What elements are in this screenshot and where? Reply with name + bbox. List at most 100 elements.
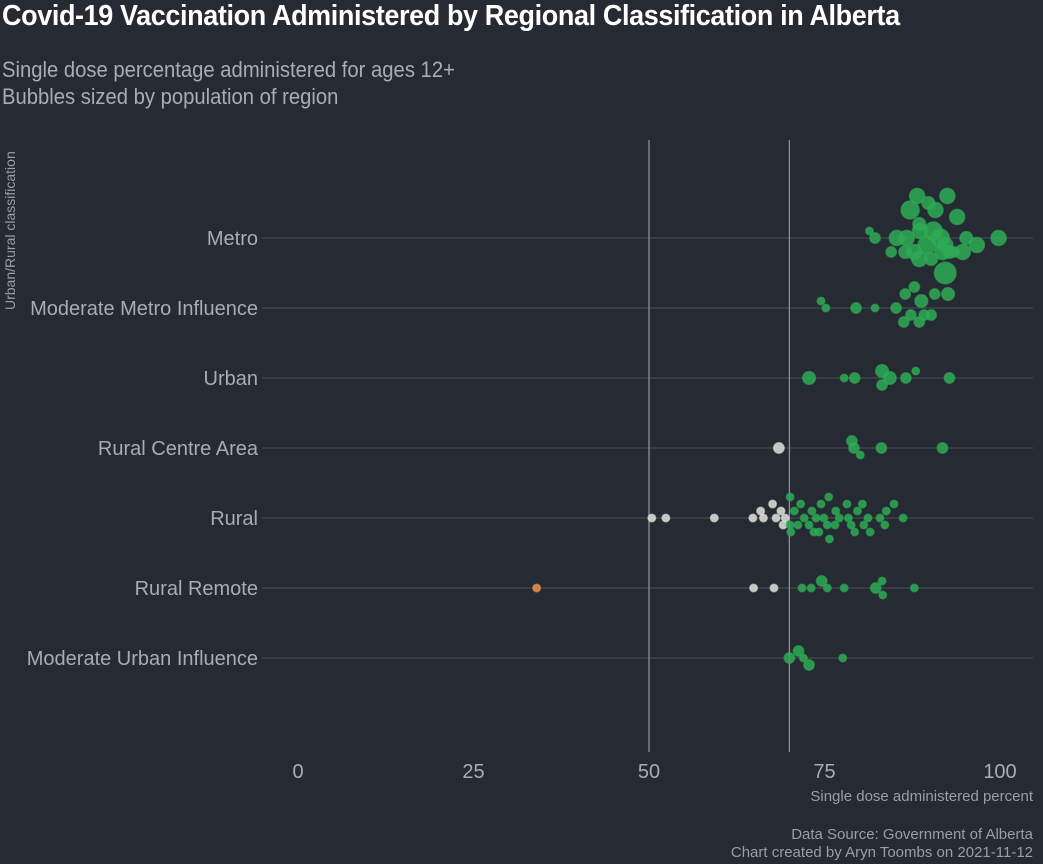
data-point [900, 200, 920, 220]
data-point [889, 499, 899, 509]
data-point [948, 246, 961, 258]
data-point [864, 226, 874, 236]
data-point [875, 513, 885, 523]
x-tick-label: 25 [462, 761, 484, 783]
data-point [846, 520, 856, 530]
data-point [749, 583, 759, 593]
data-point [803, 659, 816, 671]
data-point [811, 513, 821, 523]
caption-credit: Chart created by Aryn Toombs on 2021-11-… [730, 844, 1033, 861]
data-point [870, 303, 880, 313]
data-point [898, 513, 908, 523]
data-point [772, 442, 785, 454]
data-point [809, 527, 819, 537]
data-point [876, 379, 889, 391]
data-point [816, 499, 826, 509]
category-labels: Metro Moderate Metro Influence Urban Rural … [27, 228, 259, 670]
chart-caption: Data Source: Government of Alberta Chart… [731, 826, 1033, 862]
data-point [842, 499, 852, 509]
data-point [909, 583, 919, 593]
x-axis-title: Single dose administered percent [810, 788, 1033, 805]
data-point [796, 499, 806, 509]
caption-source: Data Source: Government of Alberta [791, 826, 1033, 843]
data-point [824, 534, 834, 544]
data-point [877, 576, 887, 586]
data-point [834, 513, 844, 523]
data-point [824, 492, 834, 502]
data-point [793, 520, 803, 530]
data-point [822, 583, 832, 593]
data-point [857, 499, 867, 509]
data-point [786, 527, 796, 537]
data-point [865, 527, 875, 537]
chart-subtitle: Single dose percentage administered for … [2, 56, 455, 110]
data-point [936, 442, 949, 454]
data-point [968, 236, 986, 254]
data-point [859, 520, 869, 530]
data-point [869, 582, 882, 594]
data-point [913, 316, 926, 328]
data-point [806, 583, 816, 593]
x-tick-label: 75 [813, 761, 835, 783]
data-point [898, 244, 913, 260]
data-point [661, 513, 671, 523]
chart-title: Covid-19 Vaccination Administered by Reg… [2, 0, 900, 32]
data-point [863, 513, 873, 523]
data-point [928, 288, 941, 300]
data-point [822, 520, 832, 530]
data-point [758, 513, 768, 523]
category-label: Urban [204, 368, 258, 390]
data-point [769, 583, 779, 593]
data-point [940, 286, 956, 302]
data-point [831, 506, 841, 516]
data-point [850, 527, 860, 537]
data-point [789, 506, 799, 516]
data-point [709, 513, 719, 523]
data-point [647, 513, 657, 523]
data-point [927, 201, 944, 219]
data-point [924, 251, 939, 267]
data-point [815, 575, 828, 587]
data-point [848, 442, 860, 454]
data-point [933, 261, 957, 285]
data-point [855, 450, 865, 460]
x-tick-labels: 0 25 50 75 100 [292, 761, 1016, 783]
data-point [911, 366, 921, 376]
category-label: Rural Centre Area [98, 438, 259, 460]
data-point [850, 302, 863, 314]
subtitle-line-1: Single dose percentage administered for … [2, 57, 455, 82]
data-point [852, 506, 863, 516]
data-point [807, 506, 817, 516]
data-point [908, 281, 921, 293]
data-point [914, 293, 929, 309]
data-point [783, 652, 796, 664]
data-point [798, 653, 808, 663]
data-point [785, 492, 795, 502]
category-label: Metro [207, 228, 258, 250]
data-point [776, 506, 786, 516]
data-point [768, 499, 778, 509]
data-point [875, 442, 888, 454]
reference-lines [648, 140, 791, 752]
data-points [532, 187, 1007, 671]
data-point [880, 520, 890, 530]
x-tick-label: 100 [983, 761, 1016, 783]
data-point [990, 229, 1007, 247]
category-label: Moderate Urban Influence [27, 648, 258, 670]
data-point [819, 513, 829, 523]
x-tick-label: 0 [292, 761, 303, 783]
data-point [948, 208, 966, 226]
data-point [792, 645, 805, 657]
data-point [939, 187, 956, 205]
category-label: Moderate Metro Influence [30, 298, 258, 320]
data-point [869, 232, 881, 244]
data-point [771, 513, 781, 523]
data-point [821, 303, 831, 313]
category-label: Rural Remote [135, 578, 258, 600]
data-point [532, 583, 542, 593]
data-point [804, 520, 814, 530]
data-point [797, 583, 807, 593]
data-point [878, 590, 888, 600]
data-point [943, 372, 956, 384]
